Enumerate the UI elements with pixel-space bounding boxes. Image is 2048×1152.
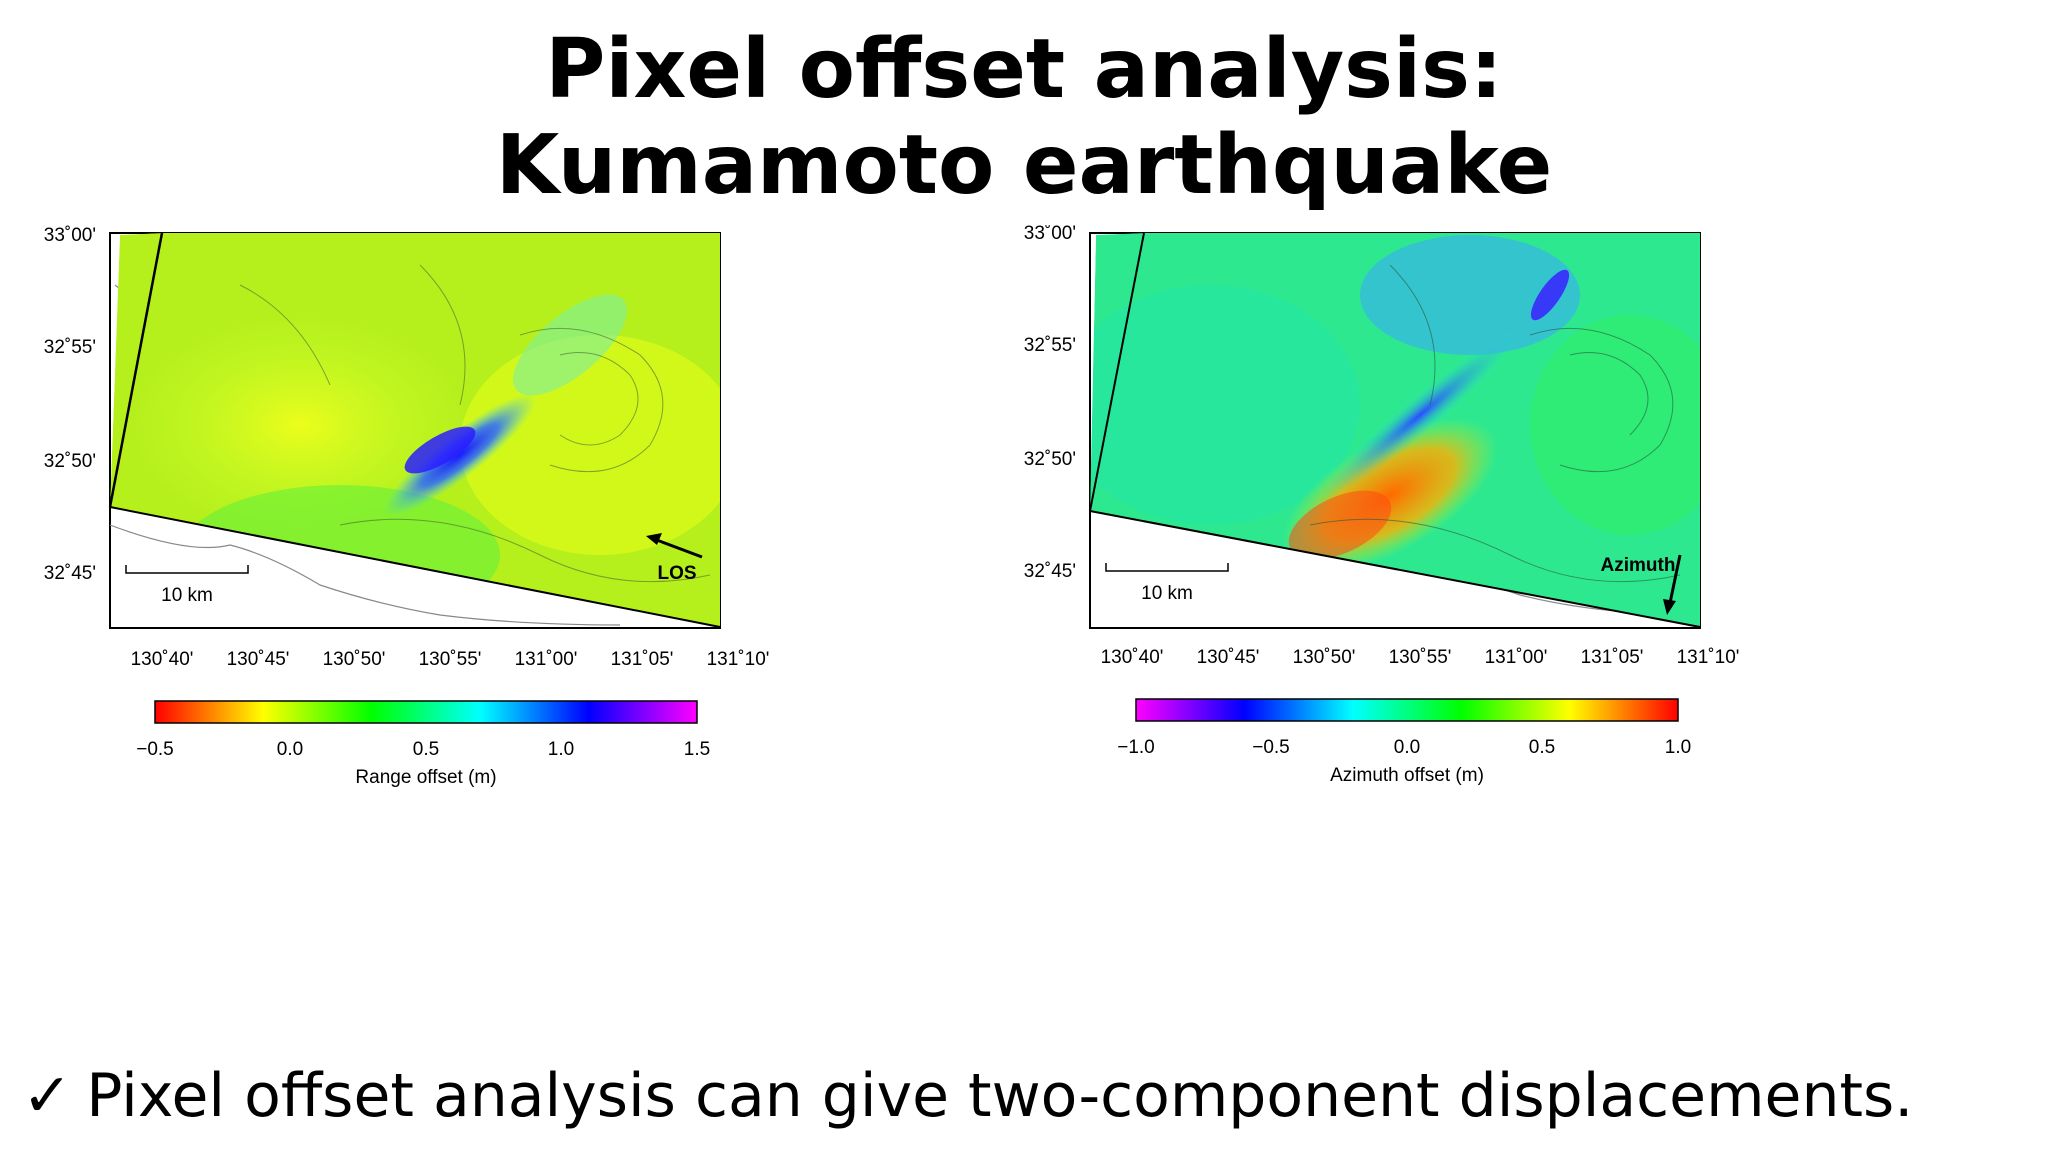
colorbar-tick: 0.0 [1394,737,1420,758]
check-icon: ✓ [22,1061,73,1131]
colorbar-tick: −0.5 [136,739,174,760]
lon-tick: 131˚05' [1581,647,1644,668]
azimuth-arrow: Azimuth [1601,554,1682,615]
scale-label: 10 km [161,585,213,606]
lat-tick: 32˚45' [1024,561,1076,582]
colorbar-tick: 1.5 [684,739,710,760]
colorbar-ticks: −0.5 0.0 0.5 1.0 1.5 [136,739,710,760]
lon-tick: 131˚10' [707,649,770,670]
colorbar-title: Azimuth offset (m) [1330,765,1484,786]
lat-tick: 33˚00' [1024,225,1076,244]
colorbar-tick: −1.0 [1117,737,1155,758]
lat-tick: 32˚50' [1024,449,1076,470]
azimuth-label: Azimuth [1601,555,1676,576]
scale-bar: 10 km [125,565,249,606]
latitude-ticks: 33˚00' 32˚55' 32˚50' 32˚45' [1024,225,1076,582]
colorbar-tick: 1.0 [1665,737,1691,758]
colorbar-title: Range offset (m) [355,767,496,788]
range-offset-panel: 20160307–20160418 [40,225,1040,1045]
los-label: LOS [657,563,696,584]
lat-tick: 32˚50' [44,451,96,472]
slide-title: Pixel offset analysis: Kumamoto earthqua… [0,22,2048,214]
lon-tick: 130˚55' [419,649,482,670]
colorbar-tick: 0.5 [413,739,439,760]
lon-tick: 131˚00' [515,649,578,670]
bullet-point: ✓ Pixel offset analysis can give two-comp… [22,1060,1913,1132]
lat-tick: 32˚55' [44,337,96,358]
colorbar-tick: −0.5 [1252,737,1290,758]
los-arrow: LOS [646,533,703,584]
lon-tick: 131˚05' [611,649,674,670]
azimuth-colorbar [1135,698,1679,722]
longitude-ticks: 130˚40' 130˚45' 130˚50' 130˚55' 131˚00' … [131,649,770,670]
lon-tick: 130˚50' [323,649,386,670]
lon-tick: 130˚40' [1101,647,1164,668]
longitude-ticks: 130˚40' 130˚45' 130˚50' 130˚55' 131˚00' … [1101,647,1740,668]
lon-tick: 130˚50' [1293,647,1356,668]
lon-tick: 130˚55' [1389,647,1452,668]
colorbar-ticks: −1.0 −0.5 0.0 0.5 1.0 [1117,737,1691,758]
title-line-2: Kumamoto earthquake [495,118,1553,213]
scale-bar: 10 km [1105,563,1229,604]
scale-label: 10 km [1141,583,1193,604]
lon-tick: 131˚10' [1677,647,1740,668]
colorbar-tick: 1.0 [548,739,574,760]
lat-tick: 33˚00' [44,225,96,246]
lat-tick: 32˚45' [44,563,96,584]
azimuth-offset-map: 33˚00' 32˚55' 32˚50' 32˚45' 130˚40' 130˚… [1024,225,1740,786]
latitude-ticks: 33˚00' 32˚55' 32˚50' 32˚45' [44,225,96,584]
lat-tick: 32˚55' [1024,335,1076,356]
azimuth-offset-panel: 20160307–20160418 [1010,225,2010,1045]
lon-tick: 130˚45' [227,649,290,670]
colorbar-tick: 0.0 [277,739,303,760]
lon-tick: 130˚40' [131,649,194,670]
lon-tick: 131˚00' [1485,647,1548,668]
lon-tick: 130˚45' [1197,647,1260,668]
colorbar-tick: 0.5 [1529,737,1555,758]
bullet-text: Pixel offset analysis can give two-compo… [86,1061,1914,1131]
range-offset-map: 33˚00' 32˚55' 32˚50' 32˚45' 130˚40' 130˚… [44,225,770,788]
title-line-1: Pixel offset analysis: [545,22,1503,117]
range-colorbar [154,700,698,724]
